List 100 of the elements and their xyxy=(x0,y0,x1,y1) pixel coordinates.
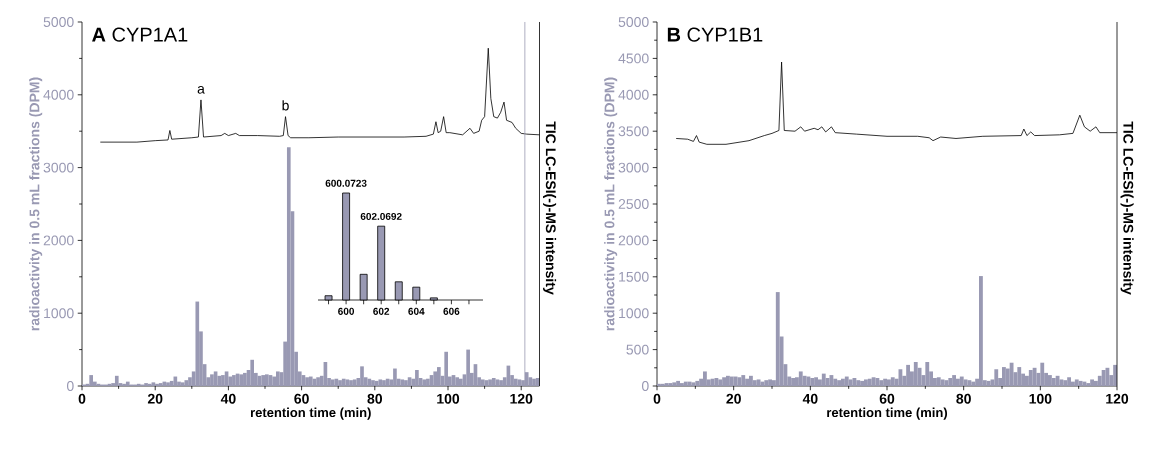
x-axis-title: retention time (min) xyxy=(250,407,371,420)
bar xyxy=(151,382,156,386)
x-tick-label: 120 xyxy=(1106,393,1129,404)
x-tick-label: 60 xyxy=(879,393,895,404)
bar xyxy=(687,381,692,386)
bar xyxy=(261,375,266,386)
y2-axis-title: TIC LC-ESI(-)-MS intensity xyxy=(1120,121,1134,295)
bar xyxy=(979,276,983,386)
y-tick-label: 2000 xyxy=(618,235,649,246)
bar xyxy=(741,375,746,386)
bar xyxy=(378,379,383,386)
bar xyxy=(458,378,463,386)
bar xyxy=(330,379,335,386)
y-tick-label: 500 xyxy=(626,344,649,355)
bar xyxy=(1063,380,1068,386)
x-tick-label: 0 xyxy=(78,393,86,404)
y2-axis-title: TIC LC-ESI(-)-MS intensity xyxy=(543,121,557,295)
bar xyxy=(89,375,93,386)
bar xyxy=(455,377,459,386)
bar xyxy=(169,380,174,386)
bar xyxy=(155,383,159,386)
bar xyxy=(775,292,780,386)
bar xyxy=(913,361,918,386)
bar xyxy=(480,379,485,386)
bar xyxy=(250,359,255,386)
bar xyxy=(657,383,661,386)
bar xyxy=(764,380,769,386)
bar xyxy=(1032,367,1037,386)
bar xyxy=(749,375,753,386)
bar xyxy=(1090,379,1095,386)
bar xyxy=(415,369,419,386)
bar xyxy=(360,366,364,386)
y-axis-title: radioactivity in 0.5 mL fractions (DPM) xyxy=(29,77,43,331)
bar xyxy=(1051,377,1056,386)
bar xyxy=(664,383,669,386)
bar xyxy=(308,376,313,386)
bar xyxy=(722,377,727,386)
y-tick-label: 3000 xyxy=(618,162,649,173)
bar xyxy=(144,383,148,386)
bar xyxy=(466,349,470,386)
bar xyxy=(437,367,441,386)
y-tick-label: 4500 xyxy=(618,53,649,64)
bar xyxy=(1071,381,1075,386)
bar xyxy=(883,378,888,386)
bar xyxy=(114,375,119,386)
bar xyxy=(956,378,960,386)
bar xyxy=(948,377,953,386)
bar xyxy=(959,376,964,386)
bar xyxy=(963,379,968,386)
x-tick-label: 80 xyxy=(367,393,383,404)
bar xyxy=(1009,362,1014,386)
bar xyxy=(925,361,930,386)
annotation: b xyxy=(282,100,289,111)
bar xyxy=(745,378,750,386)
y-tick-label: 0 xyxy=(641,381,649,391)
annotation: 600.0723 xyxy=(325,179,367,187)
bar xyxy=(371,380,375,386)
bar xyxy=(940,379,945,386)
bar xyxy=(856,380,861,386)
bar xyxy=(791,377,796,386)
bar xyxy=(837,380,842,386)
bar xyxy=(825,377,830,386)
bar xyxy=(814,377,819,386)
y-tick-label: 2000 xyxy=(43,235,74,246)
bar xyxy=(821,373,826,386)
bar xyxy=(433,371,438,386)
bar xyxy=(844,376,849,386)
bar xyxy=(166,382,170,386)
bar xyxy=(195,301,200,386)
bar xyxy=(802,375,807,386)
x-tick-label: 20 xyxy=(147,393,163,404)
bar xyxy=(768,379,773,386)
bar xyxy=(1094,380,1098,386)
bar xyxy=(1055,375,1060,386)
bar xyxy=(683,381,688,386)
bar xyxy=(136,383,141,386)
bar xyxy=(810,377,815,386)
chart-title: A CYP1A1 xyxy=(92,27,188,42)
bar xyxy=(1101,369,1106,386)
bar xyxy=(860,380,865,386)
bar xyxy=(752,380,757,386)
bar xyxy=(422,379,427,386)
bar xyxy=(158,383,163,386)
bar xyxy=(729,376,734,386)
bar xyxy=(971,381,976,386)
bar xyxy=(986,380,991,386)
bar xyxy=(1040,362,1045,386)
bar xyxy=(1086,383,1091,386)
y-tick-label: 4000 xyxy=(618,89,649,100)
y-tick-label: 5000 xyxy=(618,17,649,27)
chart-title: B CYP1B1 xyxy=(667,27,763,42)
x-tick-label: 606 xyxy=(443,307,460,315)
bar xyxy=(400,379,405,386)
bar xyxy=(1048,375,1052,386)
bar xyxy=(513,378,518,386)
x-tick-label: 600 xyxy=(338,307,355,315)
bar xyxy=(1078,380,1083,386)
bar xyxy=(352,379,357,386)
bar xyxy=(733,376,738,386)
y-tick-label: 2500 xyxy=(618,199,649,209)
